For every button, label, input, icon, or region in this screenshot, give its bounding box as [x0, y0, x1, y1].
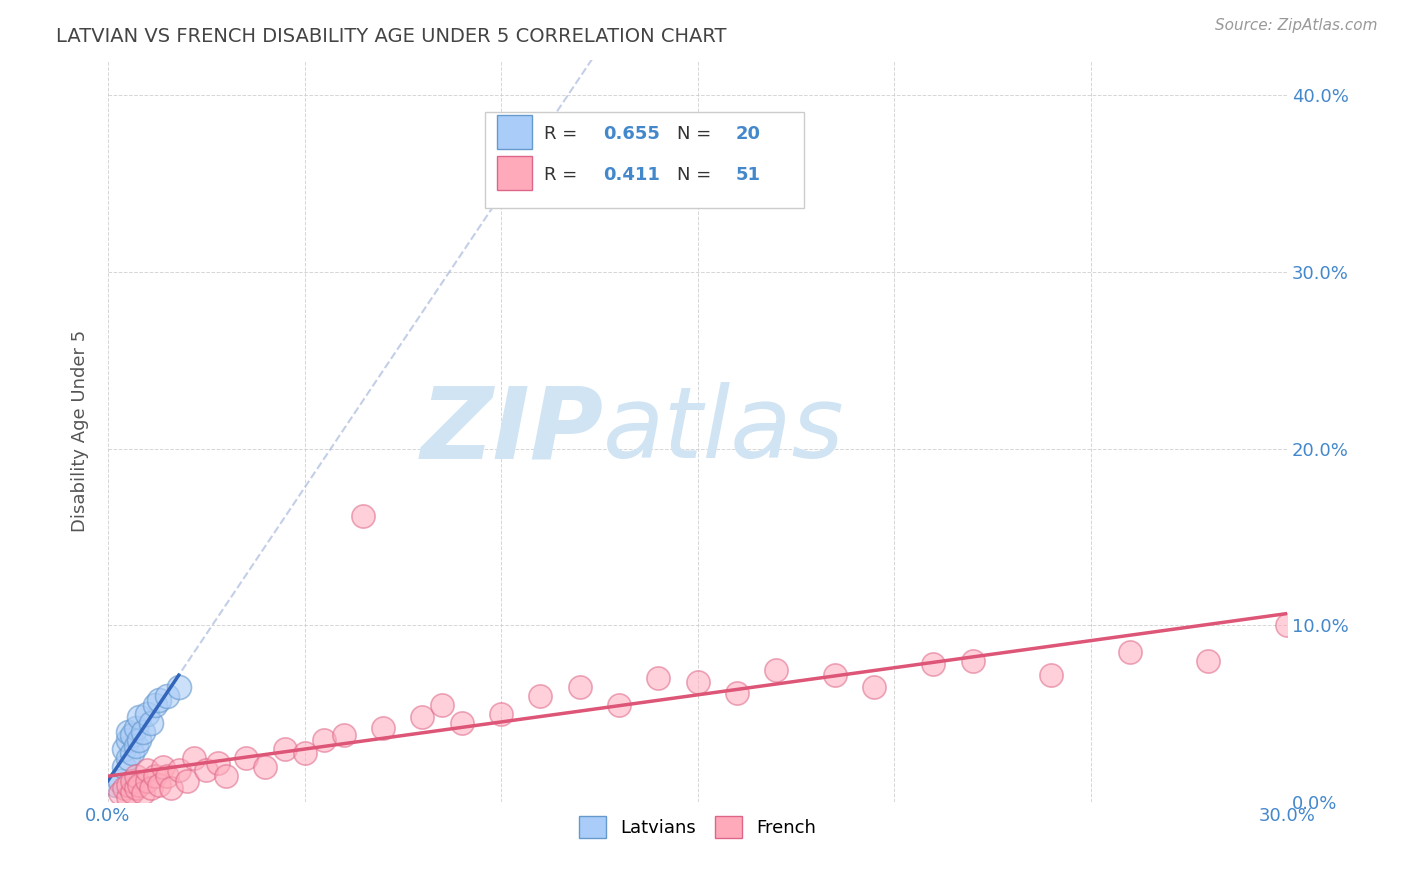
Point — [121, 746, 143, 760]
Point — [124, 781, 146, 796]
Point — [148, 778, 170, 792]
Point — [568, 681, 591, 695]
Point — [148, 692, 170, 706]
Text: N =: N = — [678, 125, 717, 143]
Point — [152, 760, 174, 774]
Point — [117, 789, 139, 804]
Point — [124, 769, 146, 783]
Point — [1198, 654, 1220, 668]
Text: 0.655: 0.655 — [603, 125, 659, 143]
Point — [156, 769, 179, 783]
Point — [136, 706, 159, 721]
Point — [962, 654, 984, 668]
Point — [117, 751, 139, 765]
Point — [450, 715, 472, 730]
Point — [143, 698, 166, 712]
Point — [254, 760, 277, 774]
Point — [235, 751, 257, 765]
Point — [314, 733, 336, 747]
Point — [117, 778, 139, 792]
Point — [765, 663, 787, 677]
Bar — [498, 115, 533, 149]
Point — [207, 756, 229, 771]
Point — [108, 774, 131, 789]
Point — [1119, 645, 1142, 659]
Point — [124, 721, 146, 735]
Point — [136, 764, 159, 778]
Point — [128, 778, 150, 792]
Point — [430, 698, 453, 712]
Point — [132, 724, 155, 739]
Point — [132, 786, 155, 800]
Point — [117, 733, 139, 747]
Point — [195, 764, 218, 778]
Point — [121, 728, 143, 742]
Point — [167, 681, 190, 695]
Point — [647, 672, 669, 686]
Point — [128, 733, 150, 747]
Point — [117, 724, 139, 739]
Point — [353, 508, 375, 523]
Text: 20: 20 — [735, 125, 761, 143]
Point — [128, 710, 150, 724]
Point — [183, 751, 205, 765]
Text: R =: R = — [544, 125, 583, 143]
Text: 0.411: 0.411 — [603, 166, 659, 184]
Point — [824, 668, 846, 682]
Bar — [485, 112, 804, 208]
Point — [863, 681, 886, 695]
Point — [686, 675, 709, 690]
Point — [725, 685, 748, 699]
Y-axis label: Disability Age Under 5: Disability Age Under 5 — [72, 330, 89, 532]
Point — [143, 769, 166, 783]
Point — [1275, 618, 1298, 632]
Point — [411, 710, 433, 724]
Bar — [498, 156, 533, 190]
Legend: Latvians, French: Latvians, French — [572, 809, 823, 846]
Text: 51: 51 — [735, 166, 761, 184]
Point — [607, 698, 630, 712]
Point — [104, 778, 127, 792]
Point — [124, 739, 146, 753]
Point — [1040, 668, 1063, 682]
Point — [141, 781, 163, 796]
Point — [489, 706, 512, 721]
Point — [294, 746, 316, 760]
Point — [112, 742, 135, 756]
Point — [156, 689, 179, 703]
Point — [215, 769, 238, 783]
Point — [160, 781, 183, 796]
Point — [333, 728, 356, 742]
Point — [112, 760, 135, 774]
Point — [108, 786, 131, 800]
Point — [136, 774, 159, 789]
Point — [141, 715, 163, 730]
Point — [176, 774, 198, 789]
Point — [167, 764, 190, 778]
Point — [121, 774, 143, 789]
Text: Source: ZipAtlas.com: Source: ZipAtlas.com — [1215, 18, 1378, 33]
Point — [121, 785, 143, 799]
Text: N =: N = — [678, 166, 717, 184]
Point — [529, 689, 551, 703]
Text: atlas: atlas — [603, 383, 845, 479]
Text: LATVIAN VS FRENCH DISABILITY AGE UNDER 5 CORRELATION CHART: LATVIAN VS FRENCH DISABILITY AGE UNDER 5… — [56, 27, 727, 45]
Point — [274, 742, 297, 756]
Point — [371, 721, 394, 735]
Text: R =: R = — [544, 166, 589, 184]
Point — [922, 657, 945, 672]
Point — [112, 781, 135, 796]
Text: ZIP: ZIP — [420, 383, 603, 479]
